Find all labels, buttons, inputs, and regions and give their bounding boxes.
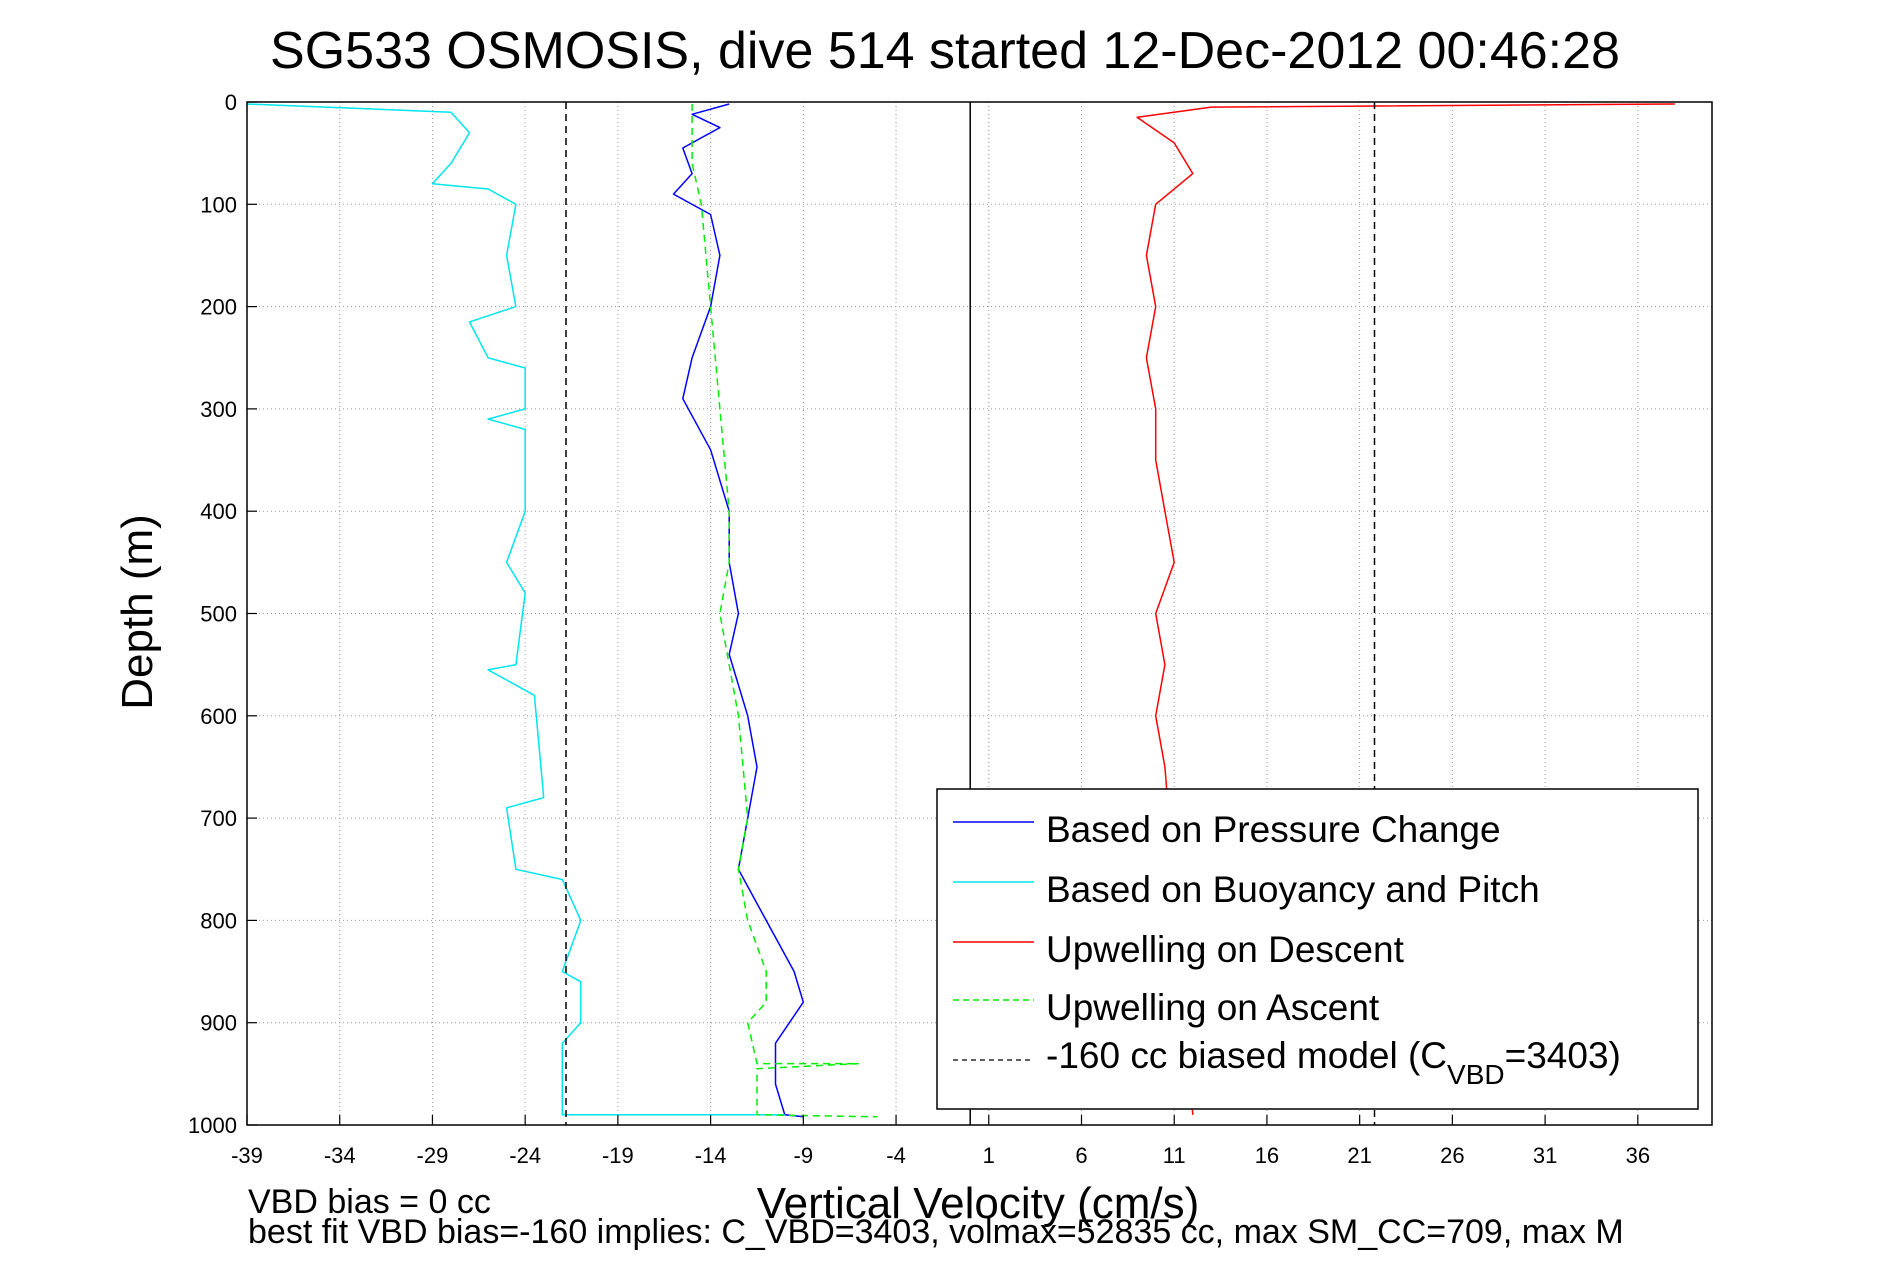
y-tick-label: 700 <box>200 806 237 831</box>
y-tick-label: 1000 <box>188 1113 237 1138</box>
x-tick-label: -9 <box>794 1143 814 1168</box>
legend-label-ascent: Upwelling on Ascent <box>1046 987 1380 1028</box>
legend: Based on Pressure Change Based on Buoyan… <box>936 788 1699 1110</box>
x-tick-label: -4 <box>886 1143 906 1168</box>
y-axis-label: Depth (m) <box>113 514 162 710</box>
y-tick-label: 800 <box>200 908 237 933</box>
series-line-based-on-buoyancy-and-pitch-1 <box>246 103 785 1116</box>
y-tick-label: 900 <box>200 1011 237 1036</box>
legend-label-biased-model: -160 cc biased model (CVBD=3403) <box>1046 1035 1621 1090</box>
best-fit-note: best fit VBD bias=-160 implies: C_VBD=34… <box>248 1213 1624 1251</box>
chart-title: SG533 OSMOSIS, dive 514 started 12-Dec-2… <box>270 22 1620 80</box>
series-line-upwelling-on-ascent-3 <box>691 104 878 1118</box>
y-tick-label: 400 <box>200 499 237 524</box>
x-tick-label: 6 <box>1075 1143 1087 1168</box>
series-line-upwelling-on-descent-2 <box>1136 103 1675 1115</box>
y-tick-label: 100 <box>200 192 237 217</box>
grid <box>246 101 1712 1126</box>
x-tick-label: 21 <box>1347 1143 1371 1168</box>
vbd-bias-note: VBD bias = 0 cc <box>248 1183 491 1221</box>
x-tick-label: -34 <box>324 1143 356 1168</box>
legend-label-buoyancy-pitch: Based on Buoyancy and Pitch <box>1046 869 1540 910</box>
x-tick-label: 11 <box>1163 1143 1186 1168</box>
legend-label-pressure-change: Based on Pressure Change <box>1046 809 1501 850</box>
y-tick-label: 500 <box>200 602 237 627</box>
x-tick-label: 36 <box>1626 1143 1650 1168</box>
y-tick-label: 300 <box>200 397 237 422</box>
legend-box <box>936 788 1699 1110</box>
y-tick-label: 600 <box>200 704 237 729</box>
x-tick-label: -24 <box>509 1143 541 1168</box>
legend-label-descent: Upwelling on Descent <box>1046 929 1405 970</box>
x-axis-label: Vertical Velocity (cm/s) <box>757 1179 1200 1228</box>
x-tick-label: -19 <box>602 1143 634 1168</box>
x-tick-label: -29 <box>417 1143 449 1168</box>
x-tick-label: -39 <box>231 1143 263 1168</box>
y-tick-label: 200 <box>200 295 237 320</box>
x-tick-label: 1 <box>983 1143 995 1168</box>
y-ticks: 0 100 200 300 400 500 600 700 800 900 1000 <box>188 90 257 1138</box>
x-tick-label: 16 <box>1255 1143 1279 1168</box>
x-ticks: -39 -34 -29 -24 -19 -14 -9 -4 1 6 11 16 21 26 31 36 <box>231 1115 1650 1168</box>
x-tick-label: -14 <box>695 1143 727 1168</box>
x-tick-label: 26 <box>1440 1143 1464 1168</box>
y-tick-label: 0 <box>225 90 237 115</box>
x-tick-label: 31 <box>1533 1143 1557 1168</box>
